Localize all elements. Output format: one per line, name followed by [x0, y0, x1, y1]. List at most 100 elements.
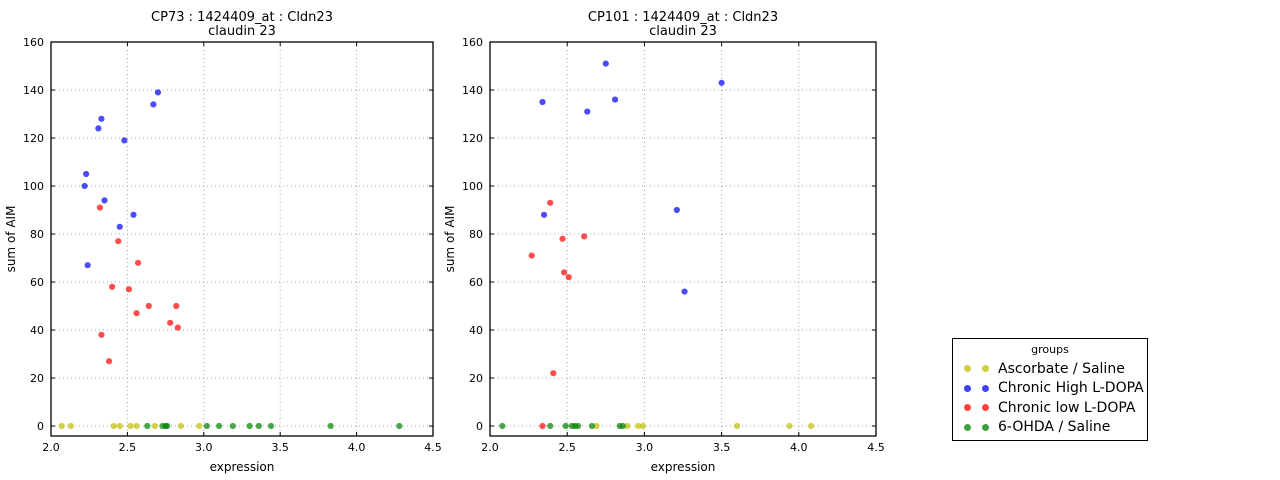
scatter-point [565, 274, 572, 281]
x-tick-label: 3.0 [195, 441, 213, 454]
groups-legend: groups Ascorbate / Saline Chronic High L-… [952, 338, 1148, 441]
scatter-point [499, 422, 506, 430]
x-axis-label: expression [651, 460, 716, 474]
legend-entry: Ascorbate / Saline [953, 359, 1147, 379]
y-tick-label: 40 [30, 324, 44, 337]
legend-entry: 6-OHDA / Saline [953, 418, 1147, 438]
scatter-point [718, 79, 725, 86]
scatter-point [173, 302, 180, 310]
legend-entry-label: 6-OHDA / Saline [998, 419, 1111, 436]
x-tick-label: 2.0 [42, 441, 60, 454]
scatter-point [396, 422, 403, 430]
x-tick-label: 3.0 [636, 441, 654, 454]
scatter-point [116, 422, 123, 430]
legend-entry: Chronic High L-DOPA [953, 379, 1147, 399]
legend-marker-dot [964, 423, 971, 431]
plot-title: CP73 : 1424409_at : Cldn23 [151, 10, 333, 25]
scatter-point [98, 115, 105, 122]
x-tick-label: 4.0 [790, 441, 808, 454]
y-tick-label: 160 [23, 36, 44, 49]
plot-subtitle: claudin 23 [649, 24, 717, 39]
legend-marker-dot [964, 404, 971, 412]
scatter-point [574, 422, 582, 430]
scatter-point [255, 422, 262, 430]
scatter-point [177, 422, 184, 430]
axes-box [50, 41, 434, 437]
legend-entry: Chronic low L-DOPA [953, 398, 1147, 418]
scatter-point [164, 422, 171, 430]
scatter-point [84, 262, 91, 269]
x-tick-label: 3.5 [271, 441, 289, 454]
scatter-point [808, 422, 815, 430]
scatter-point [145, 302, 152, 310]
scatter-point [562, 422, 569, 430]
scatter-point [154, 89, 162, 96]
scatter-point [561, 269, 568, 276]
scatter-point [547, 199, 554, 206]
scatter-point [101, 197, 108, 204]
scatter-point [109, 283, 116, 290]
x-tick-label: 4.5 [867, 441, 885, 454]
y-tick-label: 80 [469, 228, 483, 241]
legend-entry-label: Ascorbate / Saline [998, 360, 1125, 377]
y-axis-label: sum of AIM [443, 206, 457, 273]
y-tick-label: 140 [462, 84, 483, 97]
scatter-point [547, 422, 554, 430]
y-tick-label: 80 [30, 228, 44, 241]
scatter-point [327, 422, 334, 430]
y-tick-label: 120 [23, 132, 44, 145]
y-tick-label: 60 [469, 276, 483, 289]
scatter-point [127, 422, 134, 430]
scatter-point [681, 288, 688, 295]
scatter-point [196, 422, 203, 430]
scatter-point [539, 98, 546, 106]
scatter-point [602, 60, 609, 67]
y-axis-label: sum of AIM [4, 206, 18, 273]
scatter-point [130, 211, 137, 218]
scatter-point [550, 370, 557, 377]
x-tick-label: 2.5 [119, 441, 137, 454]
scatter-point [98, 331, 105, 338]
scatter-point [134, 259, 142, 266]
scatter-point [559, 235, 566, 242]
scatter-point [635, 422, 642, 430]
scatter-point [105, 358, 113, 365]
axes-box [489, 41, 877, 437]
legend-marker-dot [964, 384, 971, 392]
plot-subtitle: claudin 23 [208, 24, 276, 39]
legend-marker-dot [982, 365, 989, 373]
scatter-point [83, 170, 90, 178]
scatter-point [584, 108, 591, 115]
scatter-point [150, 101, 157, 108]
scatter-point [786, 422, 793, 430]
y-tick-label: 60 [30, 276, 44, 289]
scatter-point [174, 324, 181, 331]
y-tick-label: 40 [469, 324, 483, 337]
scatter-point [121, 137, 128, 144]
legend-marker-dot [964, 365, 971, 373]
scatter-point [229, 422, 236, 430]
y-tick-label: 20 [30, 372, 44, 385]
scatter-point [125, 286, 133, 293]
scatter-point [116, 223, 123, 230]
y-tick-label: 0 [476, 420, 483, 433]
scatter-point [540, 211, 548, 218]
scatter-point [167, 319, 174, 326]
x-tick-label: 3.5 [713, 441, 731, 454]
y-tick-label: 160 [462, 36, 483, 49]
scatter-point [733, 422, 741, 430]
scatter-point [133, 422, 140, 430]
scatter-point [96, 204, 103, 211]
scatter-point [539, 422, 546, 430]
scatter-point [144, 422, 151, 430]
scatter-point [528, 252, 535, 259]
scatter-point [203, 422, 210, 430]
y-tick-label: 100 [23, 180, 44, 193]
scatter-point [593, 422, 600, 430]
y-tick-label: 0 [37, 420, 44, 433]
legend-title: groups [1031, 343, 1069, 356]
scatter-point [67, 422, 74, 430]
